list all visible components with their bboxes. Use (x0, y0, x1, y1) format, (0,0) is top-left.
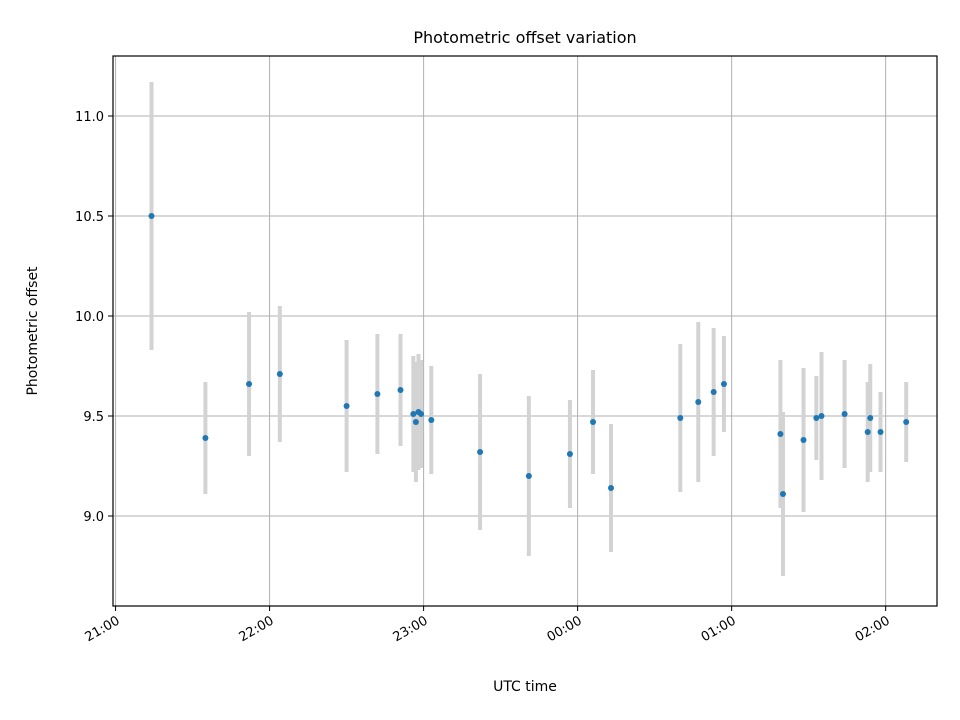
data-point (841, 411, 848, 417)
data-point (412, 419, 419, 425)
data-point (779, 491, 786, 497)
data-point (148, 213, 155, 219)
y-axis-ticks: 9.0 9.5 10.0 10.5 11.0 (75, 110, 113, 525)
data-point (397, 387, 404, 393)
data-point (477, 449, 484, 455)
x-tick-label: 00:00 (545, 613, 585, 645)
y-tick-label: 10.5 (75, 210, 104, 225)
data-point (864, 429, 871, 435)
y-tick-label: 11.0 (75, 110, 104, 125)
data-point (800, 437, 807, 443)
data-point (525, 473, 532, 479)
x-tick-label: 21:00 (83, 613, 123, 645)
data-point (590, 419, 597, 425)
data-point (246, 381, 253, 387)
data-point (607, 485, 614, 491)
data-point (343, 403, 350, 409)
data-point (877, 429, 884, 435)
x-axis-ticks: 21:00 22:00 23:00 00:00 01:00 02:00 (83, 606, 893, 645)
y-tick-label: 9.5 (83, 410, 104, 425)
data-point (202, 435, 209, 441)
data-point (695, 399, 702, 405)
data-point (777, 431, 784, 437)
data-point (903, 419, 910, 425)
data-point (818, 413, 825, 419)
x-tick-label: 23:00 (391, 613, 431, 645)
y-axis-label: Photometric offset (25, 266, 41, 396)
data-point (813, 415, 820, 421)
data-point (428, 417, 435, 423)
x-tick-label: 01:00 (699, 613, 739, 645)
y-tick-label: 9.0 (83, 510, 104, 525)
data-points (148, 213, 910, 497)
data-point (410, 411, 417, 417)
data-point (374, 391, 381, 397)
data-point (418, 411, 425, 417)
grid (113, 56, 937, 606)
data-point (710, 389, 717, 395)
chart-title: Photometric offset variation (413, 28, 636, 47)
data-point (566, 451, 573, 457)
data-point (867, 415, 874, 421)
x-axis-label: UTC time (493, 679, 557, 695)
x-tick-label: 02:00 (853, 613, 893, 645)
data-point (677, 415, 684, 421)
plot-frame (112, 55, 938, 607)
error-bars (149, 82, 909, 576)
data-point (276, 371, 283, 377)
x-tick-label: 22:00 (237, 613, 277, 645)
data-point (720, 381, 727, 387)
y-tick-label: 10.0 (75, 310, 104, 325)
